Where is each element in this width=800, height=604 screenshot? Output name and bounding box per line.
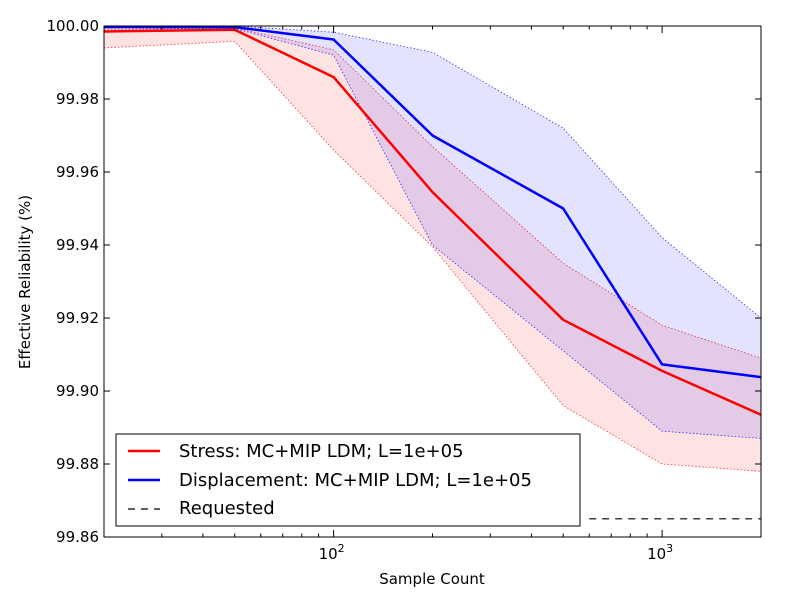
y-tick-label: 99.90 xyxy=(56,382,99,400)
legend: Stress: MC+MIP LDM; L=1e+05 Displacement… xyxy=(115,433,581,527)
y-tick-label: 99.98 xyxy=(56,90,99,108)
legend-label-requested: Requested xyxy=(179,498,275,519)
x-tick-exponent: 3 xyxy=(666,542,673,555)
y-tick-label: 99.96 xyxy=(56,163,99,181)
y-tick-label: 99.86 xyxy=(56,528,99,546)
y-tick-label: 99.88 xyxy=(56,455,99,473)
displacement-band xyxy=(104,26,761,439)
y-tick-label: 99.94 xyxy=(56,236,99,254)
stress-line xyxy=(104,28,761,416)
axis-ticks: 100.00 99.98 99.96 99.94 99.92 99.90 99.88 99.8… xyxy=(47,17,761,563)
legend-label-stress: Stress: MC+MIP LDM; L=1e+05 xyxy=(179,441,464,462)
y-axis-title: Effective Reliability (%) xyxy=(16,195,34,369)
stress-band xyxy=(104,27,761,472)
y-tick-label: 99.92 xyxy=(56,309,99,327)
stress-band-lower xyxy=(104,40,761,472)
x-tick-exponent: 2 xyxy=(338,542,345,555)
y-tick-label: 100.00 xyxy=(47,17,100,35)
x-axis-title: Sample Count xyxy=(379,570,485,588)
legend-label-displacement: Displacement: MC+MIP LDM; L=1e+05 xyxy=(179,470,532,491)
legend-box xyxy=(115,433,581,527)
